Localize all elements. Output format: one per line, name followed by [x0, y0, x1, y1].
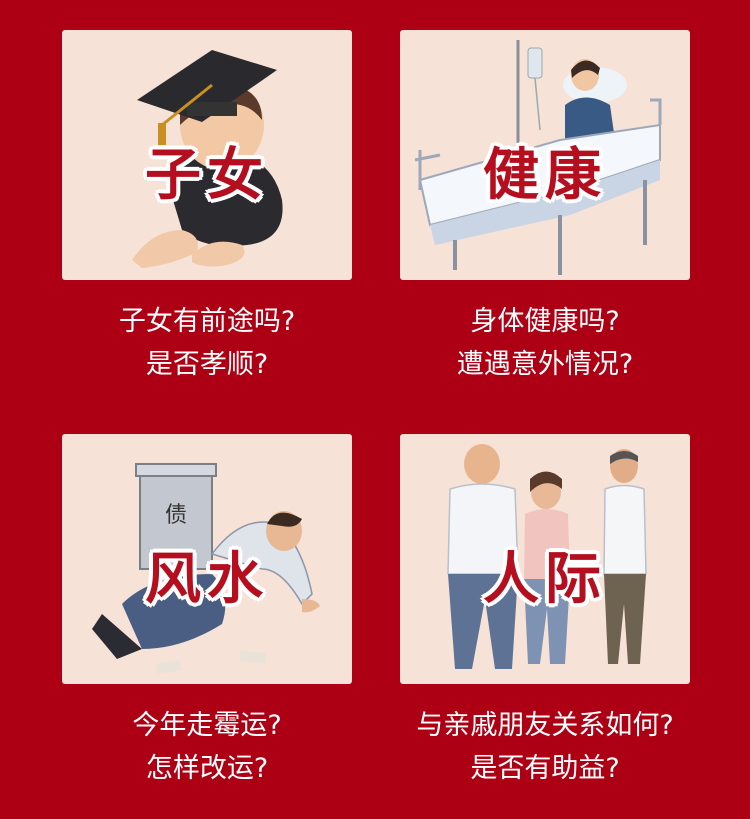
card-title: 人际	[483, 547, 607, 612]
caption-line-1: 子女有前途吗?	[118, 306, 296, 337]
caption-fengshui: 今年走霉运? 怎样改运?	[27, 704, 387, 790]
card-title: 健康	[483, 143, 607, 208]
three-people-illustration	[447, 444, 647, 669]
card-relations: 人际	[400, 434, 690, 684]
caption-children: 子女有前途吗? 是否孝顺?	[27, 300, 387, 386]
graduate-baby-illustration	[132, 50, 283, 268]
caption-relations: 与亲戚朋友关系如何? 是否有助益?	[365, 704, 725, 790]
caption-health: 身体健康吗? 遭遇意外情况?	[365, 300, 725, 386]
caption-line-2: 是否孝顺?	[145, 349, 269, 380]
card-fengshui: 债 风水	[62, 434, 352, 684]
caption-line-2: 怎样改运?	[145, 753, 269, 784]
card-title: 风水	[145, 547, 269, 612]
caption-line-2: 是否有助益?	[470, 753, 620, 784]
card-title: 子女	[145, 143, 269, 208]
caption-line-1: 身体健康吗?	[470, 306, 620, 337]
box-char: 债	[165, 503, 187, 528]
kneeling-man-illustration: 债	[92, 463, 320, 674]
caption-line-2: 遭遇意外情况?	[456, 349, 634, 380]
card-children: 子女	[62, 30, 352, 280]
caption-line-1: 与亲戚朋友关系如何?	[416, 710, 674, 741]
caption-line-1: 今年走霉运?	[132, 710, 282, 741]
hospital-bed-illustration	[414, 40, 662, 275]
card-health: 健康	[400, 30, 690, 280]
